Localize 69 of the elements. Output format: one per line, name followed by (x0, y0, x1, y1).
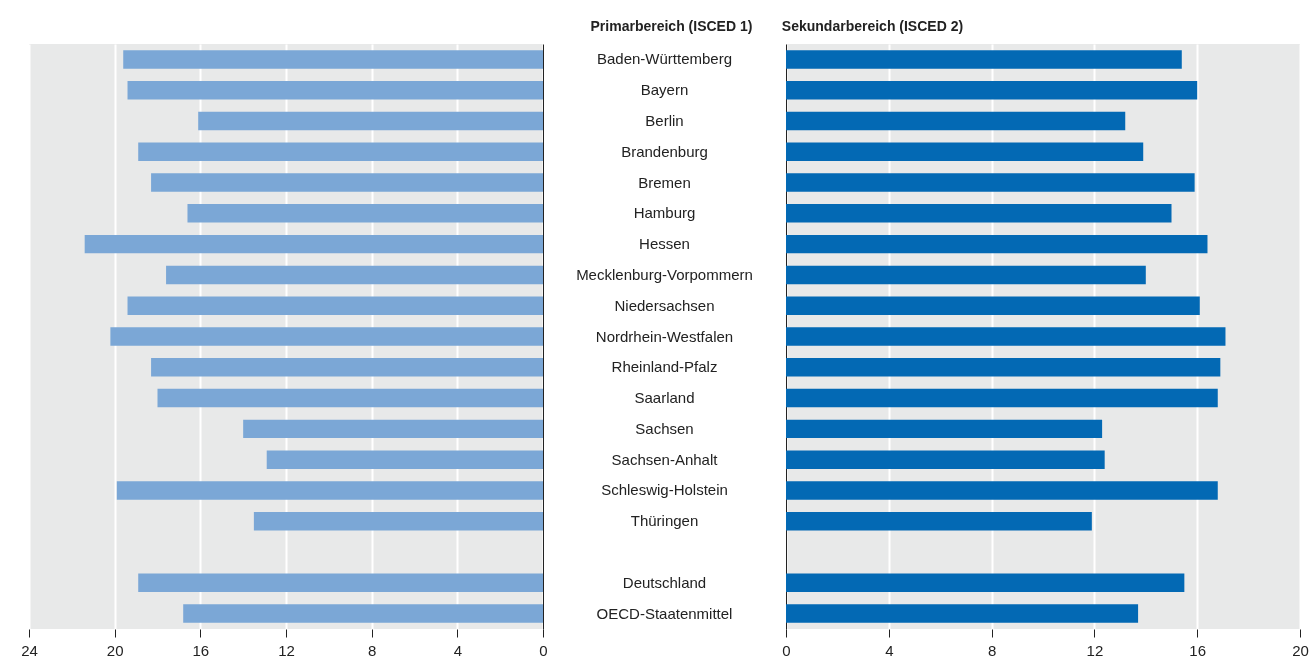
y-tick-label: Brandenburg (621, 142, 708, 160)
y-tick-label: Deutschland (622, 573, 707, 591)
chart-title: Sekundarbereich (ISCED 2) (781, 18, 964, 34)
y-tick-label: Sachsen (635, 419, 694, 437)
bar (187, 204, 543, 223)
bar (166, 265, 543, 285)
y-tick-label: Baden-Württemberg (596, 50, 733, 68)
y-tick-label: Sachsen-Anhalt (611, 450, 719, 468)
bar (786, 265, 1146, 285)
x-tick-label: 20 (106, 641, 124, 659)
x-tick-label: 8 (367, 641, 377, 659)
y-tick-label: Saarland (634, 389, 695, 407)
bar (786, 111, 1126, 131)
bar (198, 111, 543, 131)
y-tick-label: Thüringen (630, 512, 699, 530)
bar (786, 296, 1200, 315)
x-tick-label: 12 (1086, 641, 1104, 659)
bar (138, 142, 543, 161)
y-tick-label: OECD-Staatenmittel (596, 604, 733, 622)
y-tick-label: Mecklenburg-Vorpommern (576, 265, 753, 283)
x-tick-label: 12 (278, 641, 295, 659)
bar (127, 296, 543, 315)
bar (786, 358, 1221, 377)
bar (786, 234, 1208, 254)
bar (786, 573, 1185, 593)
bar (786, 50, 1182, 69)
bar (157, 388, 543, 408)
y-tick-label: Hamburg (633, 204, 696, 222)
bar (110, 327, 543, 346)
x-tick-label: 0 (782, 641, 791, 659)
x-tick-label: 0 (539, 641, 548, 659)
bar (151, 358, 543, 377)
y-tick-label: Schleswig-Holstein (601, 481, 728, 499)
bar (116, 481, 543, 500)
bar (183, 604, 543, 623)
y-tick-label: Hessen (639, 235, 690, 253)
bar (127, 80, 543, 100)
bar (123, 50, 543, 69)
bar (786, 481, 1218, 500)
x-tick-label: 4 (885, 641, 894, 659)
bar (151, 173, 543, 192)
y-tick-label: Bremen (638, 173, 691, 191)
y-tick-label: Bayern (640, 81, 689, 99)
x-tick-label: 16 (1189, 641, 1207, 659)
bar (786, 388, 1218, 408)
bar (253, 512, 543, 531)
y-tick-label: Berlin (645, 111, 684, 129)
bar (786, 604, 1139, 623)
bar (786, 80, 1198, 100)
bar (786, 512, 1092, 531)
bar (786, 142, 1144, 161)
y-tick-label: Rheinland-Pfalz (611, 358, 718, 376)
x-tick-label: 16 (192, 641, 210, 659)
x-tick-label: 24 (21, 641, 38, 659)
bar (786, 419, 1103, 439)
bar (786, 173, 1195, 192)
bar (786, 327, 1226, 346)
bar (138, 573, 543, 593)
x-tick-label: 4 (453, 641, 463, 659)
bar (266, 450, 543, 469)
y-tick-label: Niedersachsen (614, 296, 715, 314)
bar (786, 450, 1105, 469)
bar (243, 419, 543, 439)
bar (84, 234, 543, 254)
y-tick-label: Nordrhein-Westfalen (595, 327, 734, 345)
text: Primarbereich (ISCED 1) (590, 18, 753, 34)
x-tick-label: 20 (1292, 641, 1309, 659)
bar (786, 204, 1172, 223)
x-tick-label: 8 (987, 641, 997, 659)
